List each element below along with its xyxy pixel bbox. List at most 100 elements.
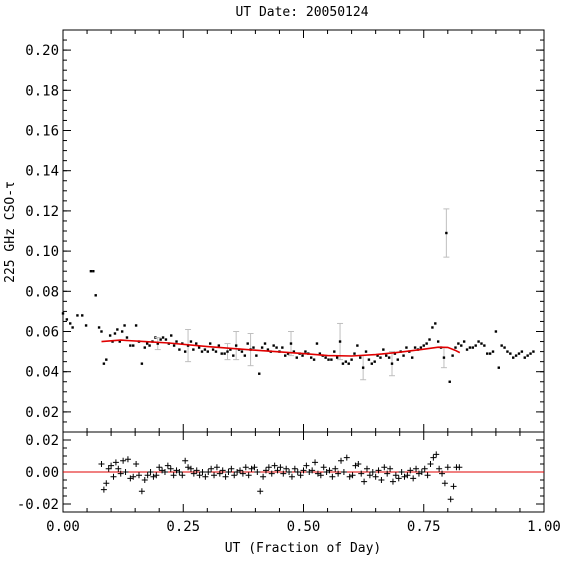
tau-point (442, 356, 446, 359)
tau-point (292, 350, 296, 353)
residual-point (424, 472, 431, 479)
main-panel-ytick-label: 0.12 (25, 204, 59, 220)
residual-point (117, 470, 124, 477)
residual-point (294, 469, 301, 475)
main-panel-ytick-label: 0.16 (25, 124, 59, 140)
tau-point (520, 350, 524, 353)
residual-panel-ytick-label: 0.00 (25, 465, 59, 481)
residual-point (410, 475, 417, 482)
tau-point (436, 340, 440, 343)
y-axis-label: 225 GHz CSO-τ (3, 181, 18, 283)
tau-point (125, 336, 129, 339)
residual-point (329, 473, 336, 480)
residual-point (179, 472, 186, 479)
tau-point (503, 346, 506, 349)
tau-point (295, 356, 298, 359)
x-tick-label: 0.75 (407, 519, 441, 535)
tau-point (159, 338, 162, 341)
tau-point (396, 358, 399, 361)
residual-point (130, 473, 137, 480)
tau-point (120, 330, 124, 333)
residual-point (381, 464, 388, 471)
tau-point (370, 362, 374, 365)
tau-point (246, 342, 249, 345)
tau-point (367, 358, 371, 361)
tau-point (140, 362, 144, 365)
residual-point (297, 472, 304, 479)
residual-point (260, 473, 267, 480)
residual-point (404, 472, 411, 479)
residual-point (436, 465, 443, 472)
tau-point (460, 344, 463, 347)
tau-point (286, 352, 290, 355)
tau-point (390, 362, 394, 365)
x-tick-label: 0.25 (166, 519, 200, 535)
residual-point (395, 475, 402, 482)
tau-point (509, 352, 512, 355)
tau-point (428, 338, 431, 341)
tau-point (189, 340, 193, 343)
main-panel-ytick-label: 0.18 (25, 83, 59, 99)
tau-point (477, 340, 480, 343)
residual-point (110, 473, 117, 480)
tau-point (344, 360, 348, 363)
tau-point (170, 334, 173, 337)
residual-point (355, 461, 362, 467)
tau-point (347, 362, 350, 365)
tau-point (523, 356, 526, 359)
tau-point (175, 340, 178, 343)
tau-point (350, 358, 353, 361)
residual-point (213, 464, 220, 471)
main-panel-ytick-label: 0.10 (25, 244, 59, 260)
tau-point (514, 354, 518, 357)
tau-point (301, 354, 304, 357)
tau-point (266, 348, 270, 351)
tau-point (353, 352, 356, 355)
residual-point (100, 486, 107, 493)
residual-point (320, 464, 327, 471)
tau-point (217, 344, 221, 347)
tau-point (281, 346, 284, 349)
residual-point (257, 488, 264, 495)
residual-point (346, 473, 353, 480)
residual-point (366, 472, 373, 479)
tau-point (134, 324, 138, 327)
main-panel-ytick-label: 0.06 (25, 325, 59, 341)
residual-point (407, 467, 414, 474)
residual-point (441, 480, 448, 487)
residual-point (418, 469, 425, 475)
residual-point (283, 465, 290, 472)
residual-point (450, 483, 457, 490)
tau-point (289, 342, 293, 345)
tau-point (211, 348, 215, 351)
tau-point (197, 346, 201, 349)
tau-point (512, 356, 515, 359)
residual-point (219, 467, 226, 474)
tau-point (309, 356, 313, 359)
tau-point (145, 342, 149, 345)
residual-point (433, 451, 440, 458)
residual-point (135, 472, 142, 479)
tau-point (105, 358, 108, 361)
tau-point (258, 372, 261, 375)
residual-point (447, 496, 454, 503)
residual-point (176, 469, 183, 475)
tau-point (164, 338, 168, 341)
tau-point (506, 350, 509, 353)
residual-point (120, 457, 127, 464)
residual-point (202, 473, 209, 480)
tau-point (333, 350, 336, 353)
tau-point (232, 354, 235, 357)
residual-point (211, 472, 218, 479)
residual-point (161, 469, 168, 475)
residual-point (150, 473, 157, 480)
residual-point (268, 470, 275, 477)
residual-point (326, 467, 333, 474)
tau-point (474, 344, 477, 347)
residual-point (245, 472, 252, 479)
residual-point (300, 467, 307, 474)
residual-point (288, 473, 295, 480)
tau-point (223, 352, 226, 355)
residual-point (343, 454, 350, 461)
